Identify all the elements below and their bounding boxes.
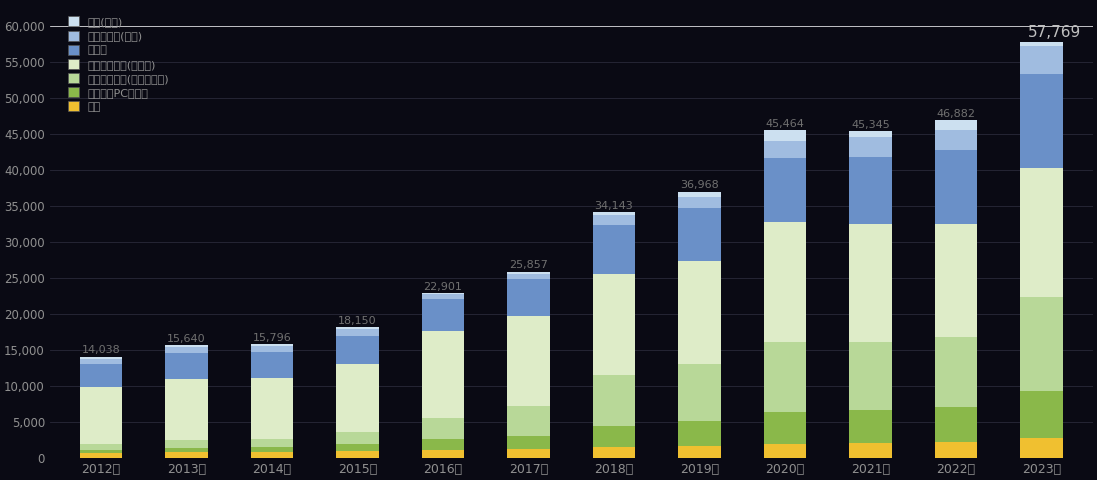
Bar <box>336 452 378 458</box>
Bar <box>849 224 892 342</box>
Bar <box>1020 391 1063 438</box>
Bar <box>336 444 378 452</box>
Bar <box>935 336 977 407</box>
Bar <box>764 131 806 141</box>
Bar <box>849 132 892 137</box>
Bar <box>251 439 293 447</box>
Bar <box>80 444 123 450</box>
Bar <box>678 446 721 458</box>
Bar <box>764 412 806 444</box>
Text: 45,464: 45,464 <box>766 119 804 129</box>
Bar <box>849 137 892 156</box>
Text: 45,345: 45,345 <box>851 120 890 130</box>
Bar <box>849 342 892 409</box>
Bar <box>251 352 293 378</box>
Bar <box>1020 438 1063 458</box>
Bar <box>421 293 464 294</box>
Bar <box>421 439 464 450</box>
Bar <box>507 272 550 274</box>
Bar <box>336 336 378 364</box>
Bar <box>336 327 378 329</box>
Text: 36,968: 36,968 <box>680 180 719 190</box>
Bar <box>935 407 977 443</box>
Bar <box>592 426 635 447</box>
Bar <box>251 344 293 347</box>
Text: 15,640: 15,640 <box>167 334 206 344</box>
Bar <box>421 418 464 439</box>
Bar <box>507 278 550 316</box>
Bar <box>849 443 892 458</box>
Bar <box>678 208 721 261</box>
Text: 46,882: 46,882 <box>937 109 975 119</box>
Bar <box>1020 46 1063 74</box>
Bar <box>764 222 806 342</box>
Bar <box>935 443 977 458</box>
Text: 34,143: 34,143 <box>595 201 633 211</box>
Bar <box>935 150 977 224</box>
Text: 15,796: 15,796 <box>252 333 292 343</box>
Bar <box>166 452 208 458</box>
Bar <box>507 406 550 436</box>
Bar <box>764 444 806 458</box>
Bar <box>592 274 635 375</box>
Bar <box>678 421 721 446</box>
Text: 14,038: 14,038 <box>81 346 121 355</box>
Bar <box>421 450 464 458</box>
Bar <box>166 353 208 379</box>
Bar <box>421 299 464 331</box>
Bar <box>80 450 123 453</box>
Bar <box>166 448 208 452</box>
Bar <box>80 453 123 458</box>
Bar <box>421 331 464 418</box>
Bar <box>251 452 293 458</box>
Bar <box>678 261 721 364</box>
Bar <box>1020 168 1063 297</box>
Bar <box>421 294 464 299</box>
Bar <box>166 345 208 347</box>
Text: 25,857: 25,857 <box>509 260 548 270</box>
Text: 18,150: 18,150 <box>338 316 377 326</box>
Bar <box>935 130 977 150</box>
Bar <box>251 447 293 452</box>
Bar <box>592 215 635 225</box>
Bar <box>678 197 721 208</box>
Bar <box>592 375 635 426</box>
Bar <box>80 364 123 387</box>
Bar <box>1020 42 1063 46</box>
Legend: 映画(実写), テレビ番組(一般), アニメ, 家庭用ゲーム(ソフト), 家庭用ゲーム(オンライン), スマホ・PCゲーム, 出版: 映画(実写), テレビ番組(一般), アニメ, 家庭用ゲーム(ソフト), 家庭用… <box>66 14 172 114</box>
Bar <box>166 347 208 353</box>
Bar <box>592 212 635 215</box>
Bar <box>849 156 892 224</box>
Bar <box>849 409 892 443</box>
Bar <box>166 440 208 448</box>
Bar <box>592 225 635 274</box>
Bar <box>1020 297 1063 391</box>
Bar <box>336 329 378 336</box>
Bar <box>764 141 806 158</box>
Bar <box>1020 74 1063 168</box>
Bar <box>166 379 208 440</box>
Bar <box>764 158 806 222</box>
Bar <box>935 120 977 130</box>
Bar <box>336 432 378 444</box>
Text: 57,769: 57,769 <box>1028 25 1081 40</box>
Bar <box>678 192 721 197</box>
Bar <box>592 447 635 458</box>
Bar <box>336 364 378 432</box>
Bar <box>507 436 550 449</box>
Bar <box>80 359 123 364</box>
Bar <box>80 387 123 444</box>
Bar <box>764 342 806 412</box>
Bar <box>935 224 977 336</box>
Bar <box>507 449 550 458</box>
Bar <box>80 357 123 359</box>
Bar <box>507 274 550 278</box>
Bar <box>678 364 721 421</box>
Text: 22,901: 22,901 <box>423 282 463 291</box>
Bar <box>251 378 293 439</box>
Bar <box>251 347 293 352</box>
Bar <box>507 316 550 406</box>
